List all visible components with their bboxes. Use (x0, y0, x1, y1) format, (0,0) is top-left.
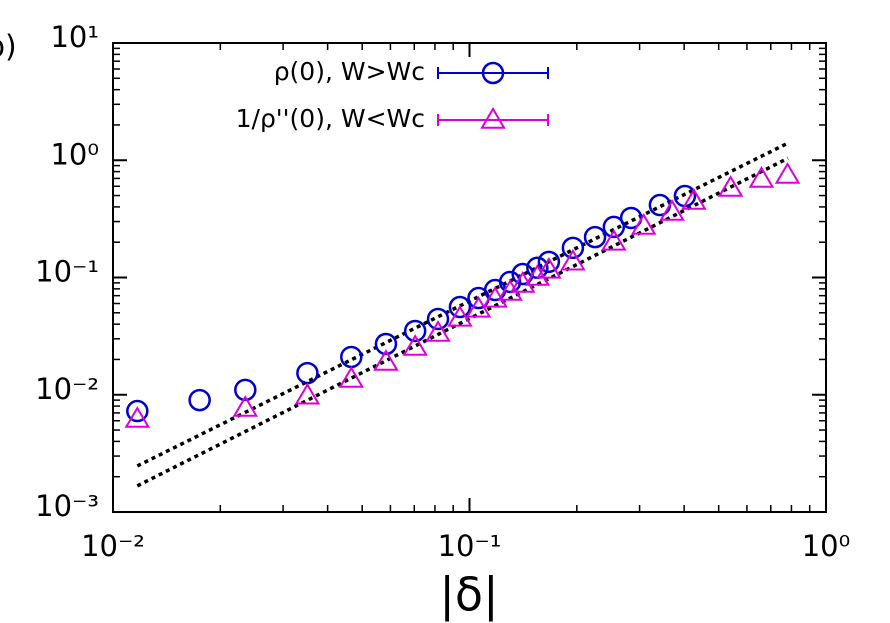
data-point (717, 175, 744, 197)
data-point (630, 213, 657, 235)
data-point (748, 166, 775, 188)
plot-frame (112, 42, 827, 513)
data-point (601, 228, 627, 251)
data-point (498, 270, 522, 294)
y-tick-label: 10⁻³ (35, 489, 99, 523)
data-point (126, 399, 149, 423)
legend-label: ρ(0), W>Wc (274, 57, 425, 86)
data-point (659, 199, 685, 221)
data-point (524, 264, 551, 286)
data-point (447, 304, 473, 327)
data-point (561, 236, 585, 260)
data-point (234, 378, 257, 402)
data-point (537, 250, 561, 274)
panel-label: b) (0, 30, 17, 65)
x-tick-label: 10⁻² (81, 529, 145, 563)
data-point (426, 307, 450, 331)
data-point (188, 388, 211, 412)
data-point (602, 215, 626, 239)
x-tick-label: 10⁰ (802, 529, 851, 563)
data-point (774, 162, 801, 184)
legend-label: 1/ρ''(0), W<Wc (236, 104, 425, 133)
fit-line (136, 141, 789, 468)
data-point (448, 295, 472, 319)
data-point (536, 256, 562, 279)
data-point (124, 406, 151, 428)
data-point (232, 395, 259, 417)
data-point (373, 349, 399, 371)
data-point (497, 279, 523, 301)
data-point (560, 248, 586, 271)
data-point (425, 320, 451, 342)
y-tick-label: 10⁻¹ (35, 255, 99, 289)
data-point (296, 361, 319, 385)
legend-marker (480, 107, 506, 129)
data-point (294, 382, 321, 405)
data-point (338, 366, 365, 388)
data-point (681, 188, 707, 210)
fit-line (136, 156, 789, 488)
data-point (402, 334, 428, 356)
y-tick-label: 10⁰ (50, 137, 99, 171)
x-tick-label: 10⁻¹ (438, 529, 502, 563)
data-point (374, 332, 398, 356)
data-point (583, 225, 607, 249)
x-axis-label: |δ| (439, 568, 498, 623)
y-tick-label: 10¹ (50, 20, 99, 54)
legend-marker (481, 61, 505, 85)
y-tick-label: 10⁻² (35, 372, 99, 406)
data-point (340, 345, 363, 369)
data-point (403, 319, 427, 343)
